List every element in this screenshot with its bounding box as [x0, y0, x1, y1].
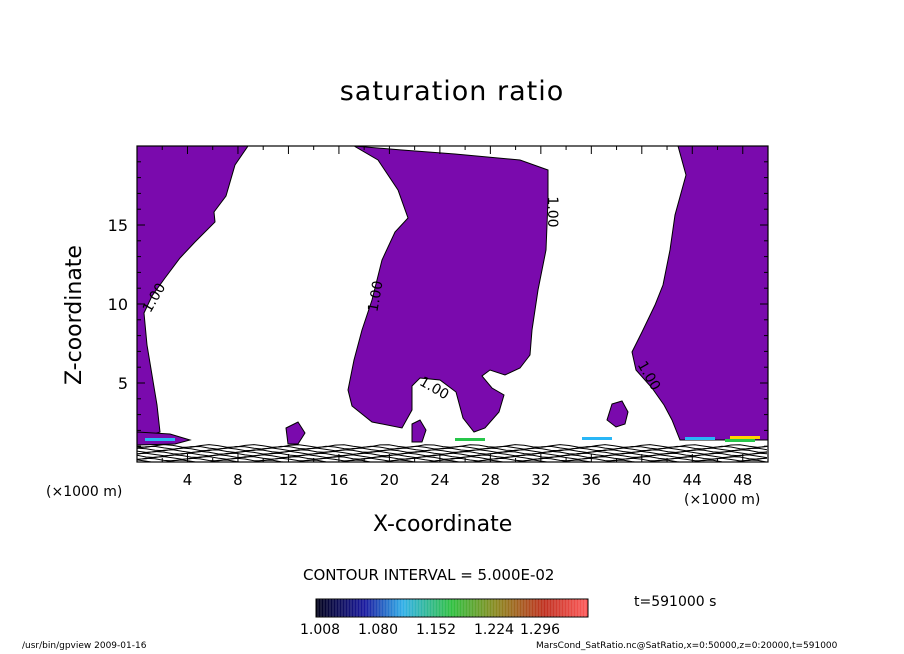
contour-field — [137, 146, 768, 462]
surface-contour-line — [137, 452, 768, 457]
x-tick-label: 16 — [329, 471, 348, 489]
purple-region — [631, 146, 768, 441]
purple-region — [137, 146, 249, 441]
surface-contour-line — [137, 459, 768, 462]
surface-feature — [145, 438, 175, 441]
surface-contour-line — [137, 449, 768, 454]
y-tick-label: 10 — [108, 295, 128, 314]
surface-feature — [685, 437, 715, 440]
purple-region — [347, 146, 549, 433]
footer-left: /usr/bin/gpview 2009-01-16 — [22, 641, 147, 651]
x-tick-label: 32 — [531, 471, 550, 489]
x-tick-label: 12 — [279, 471, 298, 489]
y-axis-label: Z-coordinate — [62, 245, 87, 385]
purple-region — [411, 419, 427, 443]
y-tick-label: 5 — [118, 374, 128, 393]
x-tick-label: 24 — [430, 471, 449, 489]
surface-feature — [725, 439, 755, 442]
x-unit-label-left: (×1000 m) — [46, 484, 123, 500]
purple-region — [606, 400, 629, 428]
footer-right: MarsCond_SatRatio.nc@SatRatio,x=0:50000,… — [536, 641, 838, 651]
x-axis-label: X-coordinate — [373, 512, 513, 537]
colorbar-tick-label: 1.296 — [520, 622, 561, 638]
surface-feature — [582, 437, 612, 440]
x-tick-label: 8 — [233, 471, 243, 489]
x-tick-label: 20 — [380, 471, 399, 489]
surface-contour-line — [137, 447, 768, 452]
contour-interval-label: CONTOUR INTERVAL = 5.000E-02 — [303, 566, 555, 584]
x-tick-label: 48 — [733, 471, 752, 489]
x-tick-label: 40 — [632, 471, 651, 489]
surface-contour-line — [137, 454, 768, 459]
colorbar-tick-label: 1.080 — [358, 622, 399, 638]
colorbar — [315, 598, 589, 618]
contour-label: 1.00 — [544, 196, 560, 227]
x-tick-label: 36 — [582, 471, 601, 489]
surface-feature — [730, 436, 760, 439]
colorbar-tick-label: 1.152 — [416, 622, 457, 638]
y-tick-label: 15 — [108, 216, 128, 235]
x-tick-label: 28 — [481, 471, 500, 489]
x-unit-label-right: (×1000 m) — [684, 492, 761, 508]
surface-feature — [455, 438, 485, 441]
chart-title: saturation ratio — [339, 76, 565, 107]
colorbar-tick-label: 1.224 — [474, 622, 515, 638]
colorbar-tick-label: 1.008 — [300, 622, 341, 638]
x-tick-label: 4 — [183, 471, 193, 489]
purple-region — [285, 421, 306, 445]
time-label: t=591000 s — [634, 594, 717, 610]
contour-label: 1.00 — [365, 280, 386, 313]
x-tick-label: 44 — [683, 471, 702, 489]
